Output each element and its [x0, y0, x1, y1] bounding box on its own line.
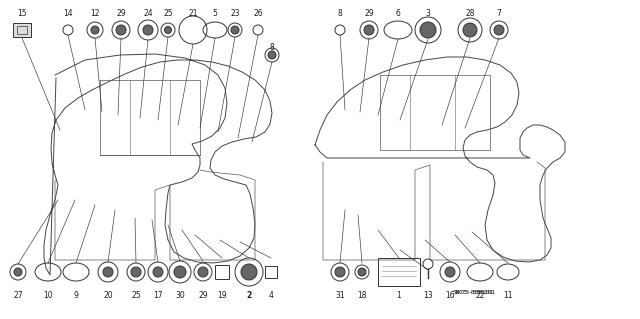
Text: 4: 4: [269, 292, 273, 300]
Text: 24: 24: [143, 9, 153, 18]
Text: 29: 29: [364, 9, 374, 18]
Text: 6: 6: [396, 9, 401, 18]
Circle shape: [91, 26, 99, 34]
Text: 25: 25: [163, 9, 173, 18]
Circle shape: [143, 25, 153, 35]
Circle shape: [164, 26, 172, 33]
Text: SK73-836101: SK73-836101: [455, 291, 496, 295]
Text: 30: 30: [175, 292, 185, 300]
Text: 14: 14: [63, 9, 73, 18]
Text: 28: 28: [465, 9, 475, 18]
Circle shape: [131, 267, 141, 277]
Text: 5: 5: [212, 9, 218, 18]
Text: 11: 11: [503, 292, 513, 300]
Text: 20: 20: [103, 292, 113, 300]
Text: 25: 25: [131, 292, 141, 300]
Text: 10: 10: [43, 292, 53, 300]
Circle shape: [198, 267, 208, 277]
Text: 18: 18: [357, 292, 367, 300]
Text: 27: 27: [13, 292, 23, 300]
Text: 16: 16: [445, 292, 455, 300]
Text: 29: 29: [116, 9, 126, 18]
Text: 7: 7: [497, 9, 501, 18]
Text: 9: 9: [74, 292, 79, 300]
Text: 12: 12: [90, 9, 100, 18]
Bar: [17, 26, 27, 34]
Circle shape: [14, 268, 22, 276]
Circle shape: [268, 51, 276, 59]
Text: 19: 19: [217, 292, 227, 300]
Circle shape: [174, 266, 186, 278]
Circle shape: [103, 267, 113, 277]
Text: 1: 1: [397, 292, 401, 300]
Text: 17: 17: [153, 292, 163, 300]
Circle shape: [358, 268, 366, 276]
Circle shape: [231, 26, 239, 34]
Bar: [215, 265, 229, 279]
Text: 8: 8: [338, 9, 342, 18]
Text: 13: 13: [423, 292, 433, 300]
Bar: [265, 266, 277, 278]
Bar: [378, 258, 420, 286]
Text: 22: 22: [476, 292, 484, 300]
Text: 26: 26: [253, 9, 263, 18]
Circle shape: [445, 267, 455, 277]
Text: 15: 15: [17, 9, 27, 18]
Circle shape: [494, 25, 504, 35]
Circle shape: [364, 25, 374, 35]
Bar: [13, 23, 31, 37]
Text: 2: 2: [246, 292, 252, 300]
Circle shape: [241, 264, 257, 280]
Text: 23: 23: [230, 9, 240, 18]
Circle shape: [116, 25, 126, 35]
Circle shape: [463, 23, 477, 37]
Text: 29: 29: [198, 292, 208, 300]
Text: 3: 3: [426, 9, 431, 18]
Circle shape: [335, 267, 345, 277]
Text: 8: 8: [269, 43, 275, 53]
Circle shape: [153, 267, 163, 277]
Text: 31: 31: [335, 292, 345, 300]
Circle shape: [420, 22, 436, 38]
Text: 21: 21: [188, 9, 198, 18]
Text: SK73-836101: SK73-836101: [453, 290, 494, 294]
